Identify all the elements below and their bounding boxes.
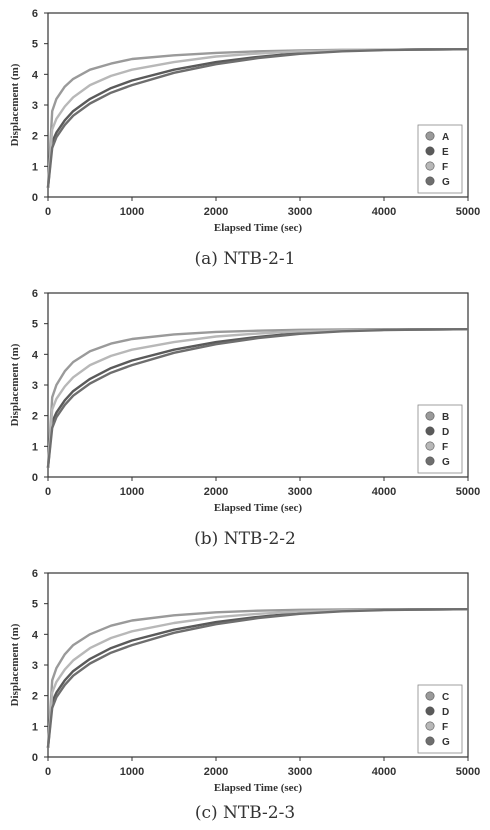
plot-frame xyxy=(47,292,469,478)
y-tick-label: 5 xyxy=(32,599,38,611)
legend-label-f: F xyxy=(442,162,448,173)
y-tick-label: 1 xyxy=(32,441,38,453)
legend-box xyxy=(417,684,463,754)
y-tick-label: 0 xyxy=(32,472,38,484)
x-tick-label: 3000 xyxy=(288,766,312,778)
legend-marker-g xyxy=(425,176,435,186)
legend-label-e: E xyxy=(442,147,449,158)
chart-b: 0 1 2 3 4 5 6 0 1000 2000 3000 4000 5000 Elapsed Time… xyxy=(9,288,480,514)
plot-frame xyxy=(47,12,469,198)
y-axis-label: Displacement (m) xyxy=(9,623,21,706)
legend-label-f: F xyxy=(442,442,448,453)
y-tick-label: 1 xyxy=(32,161,38,173)
x-tick-label: 3000 xyxy=(288,486,312,498)
x-tick-label: 0 xyxy=(45,766,51,778)
x-tick-label: 2000 xyxy=(204,486,228,498)
plot-frame xyxy=(47,572,469,758)
series-line-g xyxy=(46,328,469,468)
legend-marker-f xyxy=(425,161,435,171)
caption-b: (b) NTB-2-2 xyxy=(194,529,296,549)
x-tick-label: 0 xyxy=(45,486,51,498)
chart-panel-b: 0 1 2 3 4 5 6 0 1000 2000 3000 4000 5000 Elapsed Time… xyxy=(0,280,490,557)
legend-box xyxy=(417,124,463,194)
y-tick-label: 6 xyxy=(32,8,38,20)
chart-panel-a: 0 1 2 3 4 5 6 0 1000 2000 3000 4000 5000 Elapsed Time… xyxy=(0,0,490,277)
legend-label-f: F xyxy=(442,722,448,733)
legend-marker-b xyxy=(425,411,435,421)
x-tick-label: 2000 xyxy=(204,206,228,218)
y-tick-label: 1 xyxy=(32,721,38,733)
y-tick-label: 2 xyxy=(32,411,38,423)
y-tick-label: 0 xyxy=(32,752,38,764)
legend-marker-f xyxy=(425,721,435,731)
x-tick-label: 1000 xyxy=(120,766,144,778)
y-tick-label: 0 xyxy=(32,192,38,204)
y-axis-label: Displacement (m) xyxy=(9,343,21,426)
legend-label-b: B xyxy=(442,412,449,423)
chart-a: 0 1 2 3 4 5 6 0 1000 2000 3000 4000 5000 Elapsed Time… xyxy=(9,8,480,234)
caption-c: (c) NTB-2-3 xyxy=(194,803,296,823)
x-tick-label: 4000 xyxy=(372,486,396,498)
legend-box xyxy=(417,404,463,474)
legend-marker-g xyxy=(425,736,435,746)
x-axis-label: Elapsed Time (sec) xyxy=(214,502,303,514)
y-tick-label: 2 xyxy=(32,131,38,143)
y-tick-label: 6 xyxy=(32,288,38,300)
legend-label-a: A xyxy=(442,132,449,143)
y-tick-label: 4 xyxy=(32,349,39,361)
y-tick-label: 3 xyxy=(32,380,38,392)
chart-c: 0 1 2 3 4 5 6 0 1000 2000 3000 4000 5000 Elapsed Time… xyxy=(9,568,480,794)
series-line-g xyxy=(46,608,469,748)
x-axis-label: Elapsed Time (sec) xyxy=(214,222,303,234)
x-tick-label: 5000 xyxy=(456,766,480,778)
x-tick-label: 4000 xyxy=(372,206,396,218)
x-axis-label: Elapsed Time (sec) xyxy=(214,782,303,794)
legend-marker-a xyxy=(425,131,435,141)
legend-marker-c xyxy=(425,691,435,701)
y-tick-label: 5 xyxy=(32,319,38,331)
legend-label-c: C xyxy=(442,692,449,703)
x-tick-label: 3000 xyxy=(288,206,312,218)
series-line-g xyxy=(46,48,469,188)
x-tick-label: 2000 xyxy=(204,766,228,778)
x-tick-label: 0 xyxy=(45,206,51,218)
y-tick-label: 4 xyxy=(32,69,39,81)
x-tick-label: 5000 xyxy=(456,486,480,498)
legend-label-g: G xyxy=(442,737,450,748)
caption-a: (a) NTB-2-1 xyxy=(194,249,296,269)
y-tick-label: 4 xyxy=(32,629,39,641)
y-tick-label: 3 xyxy=(32,100,38,112)
x-tick-label: 5000 xyxy=(456,206,480,218)
y-axis-label: Displacement (m) xyxy=(9,63,21,146)
legend-marker-e xyxy=(425,146,435,156)
legend-label-g: G xyxy=(442,177,450,188)
x-tick-label: 1000 xyxy=(120,486,144,498)
y-tick-label: 3 xyxy=(32,660,38,672)
y-tick-label: 5 xyxy=(32,39,38,51)
chart-panel-c: 0 1 2 3 4 5 6 0 1000 2000 3000 4000 5000 Elapsed Time… xyxy=(0,560,490,830)
legend-label-d: D xyxy=(442,707,449,718)
y-tick-label: 6 xyxy=(32,568,38,580)
y-tick-label: 2 xyxy=(32,691,38,703)
legend-marker-g xyxy=(425,456,435,466)
x-tick-label: 1000 xyxy=(120,206,144,218)
legend-marker-f xyxy=(425,441,435,451)
legend-label-g: G xyxy=(442,457,450,468)
x-tick-label: 4000 xyxy=(372,766,396,778)
legend-marker-d xyxy=(425,426,435,436)
legend-marker-d xyxy=(425,706,435,716)
legend-label-d: D xyxy=(442,427,449,438)
